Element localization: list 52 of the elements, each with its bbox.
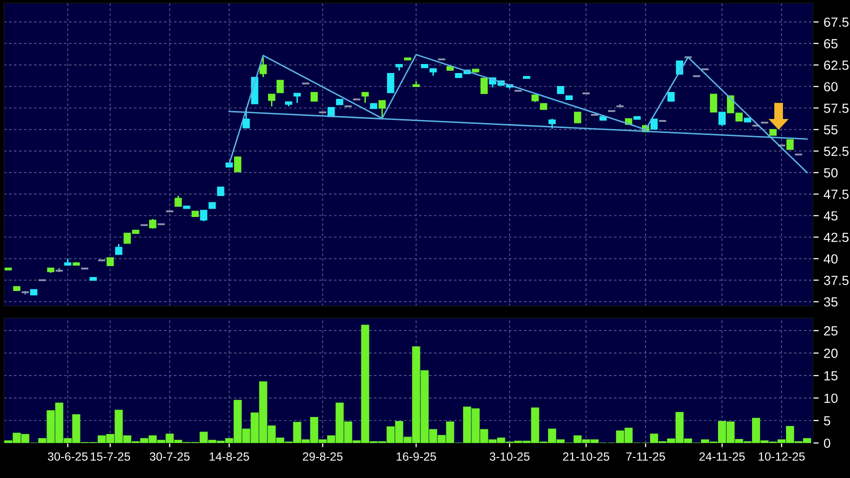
y-tick-label: 55 [824, 125, 838, 134]
y-tick-label: 5 [824, 416, 830, 426]
candlestick [174, 195, 182, 207]
y-tick-label: 65 [824, 39, 838, 48]
y-tick-label: 60 [824, 82, 838, 92]
candlestick [242, 108, 250, 129]
y-tick-label: 10 [824, 394, 838, 403]
y-tick-label: 57.5 [824, 104, 849, 113]
x-tick-label: 30-6-25 [48, 452, 88, 461]
candlestick [786, 139, 794, 150]
y-tick-label: 42.5 [824, 232, 849, 242]
y-tick-label: 20 [824, 348, 838, 358]
line-series [228, 54, 808, 174]
candlestick [574, 112, 582, 124]
candlestick [718, 112, 726, 127]
x-tick-label: 3-10-25 [490, 452, 530, 461]
x-tick-label: 29-8-25 [302, 452, 343, 461]
candlestick [115, 243, 122, 256]
x-tick-label: 10-12-25 [758, 452, 805, 461]
candlestick [387, 73, 394, 94]
x-tick-label: 15-7-25 [90, 452, 130, 461]
candlestick [294, 92, 301, 104]
candlestick [268, 94, 276, 107]
candlestick [200, 210, 208, 222]
y-tick-label: 40 [824, 254, 838, 264]
y-tick-label: 35 [824, 297, 838, 307]
candlestick [276, 80, 284, 94]
y-tick-label: 15 [824, 371, 838, 380]
x-tick-label: 24-11-25 [699, 452, 745, 461]
y-tick-label: 47.5 [824, 190, 849, 200]
y-tick-label: 52.5 [824, 146, 849, 156]
x-tick-label: 7-11-25 [626, 452, 666, 461]
candlestick [378, 100, 386, 118]
y-tick-label: 45 [824, 211, 838, 221]
x-tick-label: 14-8-25 [210, 452, 250, 461]
candlestick [548, 118, 556, 130]
x-tick-label: 30-7-25 [150, 452, 190, 461]
y-tick-label: 37.5 [824, 276, 849, 286]
candlestick [149, 218, 156, 230]
y-tick-label: 62.5 [824, 60, 849, 70]
candlestick [234, 156, 242, 172]
candlestick [650, 118, 658, 130]
candlestick [362, 92, 369, 104]
y-tick-label: 0 [824, 438, 830, 448]
x-tick-label: 21-10-25 [563, 452, 610, 461]
candlestick [480, 78, 488, 94]
y-tick-label: 25 [824, 326, 838, 336]
candlestick [260, 56, 267, 78]
candlestick [710, 94, 718, 112]
x-tick-label: 16-9-25 [396, 452, 436, 461]
y-tick-label: 50 [824, 168, 838, 178]
y-tick-label: 67.5 [824, 18, 849, 27]
